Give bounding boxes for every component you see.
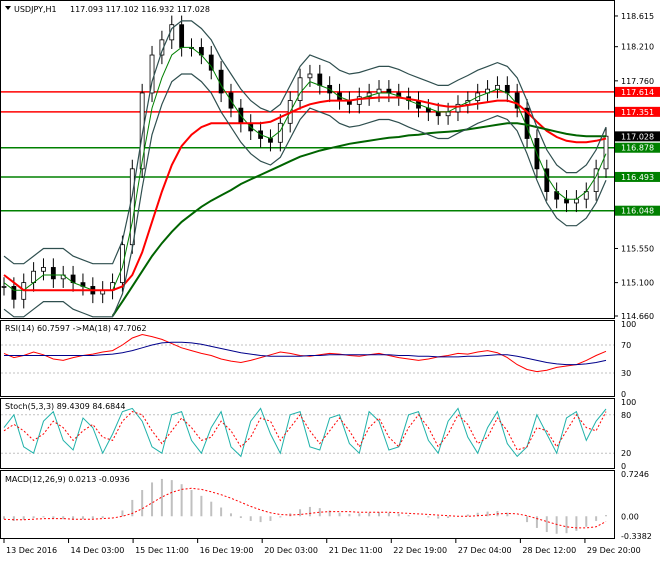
time-axis-label: 15 Dec 11:00 xyxy=(135,546,189,555)
rsi-ma-line xyxy=(4,341,607,366)
candle-body xyxy=(297,77,303,101)
macd-axis-label: -0.3382 xyxy=(621,532,652,541)
candle-body xyxy=(307,73,313,79)
ma-short-line xyxy=(3,46,607,291)
candle-body xyxy=(277,122,283,143)
candle-body xyxy=(495,84,500,90)
candle-body xyxy=(435,111,441,117)
candle-body xyxy=(1,286,7,288)
price-axis-label: 118.210 xyxy=(621,43,654,52)
level-price-tag-label: 116.493 xyxy=(621,173,654,182)
rsi-pane: 100 70 30 0 xyxy=(1,320,636,399)
candle-body xyxy=(208,54,214,71)
rsi-axis-label: 70 xyxy=(621,341,631,350)
candle-body xyxy=(573,198,579,204)
time-axis-label: 22 Dec 19:00 xyxy=(393,546,447,555)
candle-body xyxy=(129,168,135,246)
rsi-axis-label: 30 xyxy=(621,369,631,378)
current-price-tag xyxy=(615,131,660,142)
level-price-tag-label: 117.351 xyxy=(621,108,654,117)
rsi-axis-label: 0 xyxy=(621,390,626,399)
symbol-timeframe: USDJPY,H1 xyxy=(14,5,57,14)
stoch-axis-label: 80 xyxy=(621,411,631,420)
stoch-pane-frame xyxy=(0,398,615,469)
candle-body xyxy=(376,88,382,94)
level-price-tag xyxy=(615,106,660,117)
bollinger-upper-line xyxy=(3,20,607,265)
candle-body xyxy=(268,138,273,143)
level-price-tag xyxy=(615,171,660,182)
rsi-line xyxy=(3,333,607,373)
level-price-tag xyxy=(615,205,660,216)
candle-body xyxy=(218,69,224,94)
macd-axis-label: 0.00 xyxy=(621,512,639,521)
stoch-axis-label: 0 xyxy=(621,462,626,471)
time-axis-label: 21 Dec 11:00 xyxy=(329,546,383,555)
time-axis-label: 28 Dec 12:00 xyxy=(522,546,576,555)
candle-body xyxy=(564,198,569,204)
macd-axis-label: 0.7246 xyxy=(621,470,649,479)
candle-body xyxy=(504,84,510,94)
candle-body xyxy=(50,267,56,280)
stoch-main-line xyxy=(3,407,607,458)
macd-pane-frame xyxy=(0,470,615,539)
level-price-tag xyxy=(615,86,660,97)
candle-body xyxy=(139,92,145,170)
time-axis: 13 Dec 2016 14 Dec 03:00 15 Dec 11:00 16 De… xyxy=(3,539,641,555)
ohlc-readout: 117.093 117.102 116.932 117.028 xyxy=(70,5,210,14)
level-price-tag-label: 116.878 xyxy=(621,144,654,153)
rsi-axis-label: 100 xyxy=(621,320,636,329)
candle-body xyxy=(514,92,520,109)
stoch-pane: 100 80 20 0 xyxy=(1,398,636,471)
price-axis: 118.615 118.210 117.760 117.351 117.028 116.4… xyxy=(614,12,660,321)
macd-signal-line xyxy=(3,487,607,529)
macd-pane: 0.7246 0.00 -0.3382 xyxy=(3,470,652,541)
time-axis-label: 20 Dec 03:00 xyxy=(264,546,318,555)
time-axis-label: 16 Dec 19:00 xyxy=(200,546,254,555)
candle-body xyxy=(317,73,323,86)
price-axis-label: 117.760 xyxy=(621,77,654,86)
current-price-tag-label: 117.028 xyxy=(621,132,654,141)
level-price-tag-label: 117.614 xyxy=(621,88,654,97)
price-axis-label: 114.660 xyxy=(621,312,654,321)
stoch-signal-line xyxy=(3,411,607,451)
price-pane xyxy=(1,15,614,318)
time-axis-label: 13 Dec 2016 xyxy=(6,546,57,555)
rsi-title: RSI(14) 60.7597 ->MA(18) 47.7062 xyxy=(5,324,147,333)
ma-medium-line xyxy=(3,96,607,292)
dropdown-triangle-icon[interactable] xyxy=(5,6,11,10)
candle-body xyxy=(603,135,609,170)
candle-body xyxy=(41,267,46,272)
price-axis-label: 118.615 xyxy=(621,12,654,21)
time-axis-label: 29 Dec 20:00 xyxy=(587,546,641,555)
rsi-pane-frame xyxy=(0,320,615,397)
time-axis-label: 27 Dec 04:00 xyxy=(458,546,512,555)
time-axis-label: 14 Dec 03:00 xyxy=(71,546,125,555)
stoch-axis-label: 20 xyxy=(621,449,631,458)
stoch-title: Stoch(5,3,3) 89.4309 84.6844 xyxy=(5,402,125,411)
stoch-axis-label: 100 xyxy=(621,398,636,407)
macd-title: MACD(12,26,9) 0.0213 -0.0936 xyxy=(5,475,130,484)
main-pane-frame xyxy=(0,0,615,319)
bollinger-lower-line xyxy=(3,73,607,318)
candle-body xyxy=(179,24,185,48)
candle-body xyxy=(445,111,451,117)
level-price-tag-label: 116.048 xyxy=(621,207,654,216)
ma-long-line xyxy=(111,122,606,317)
candle-body xyxy=(120,244,125,284)
candle-body xyxy=(11,286,17,300)
price-axis-label: 115.100 xyxy=(621,279,654,288)
price-axis-label: 115.550 xyxy=(621,244,654,253)
candle-body xyxy=(386,88,392,94)
candle-body xyxy=(356,96,362,105)
level-price-tag xyxy=(615,142,660,153)
